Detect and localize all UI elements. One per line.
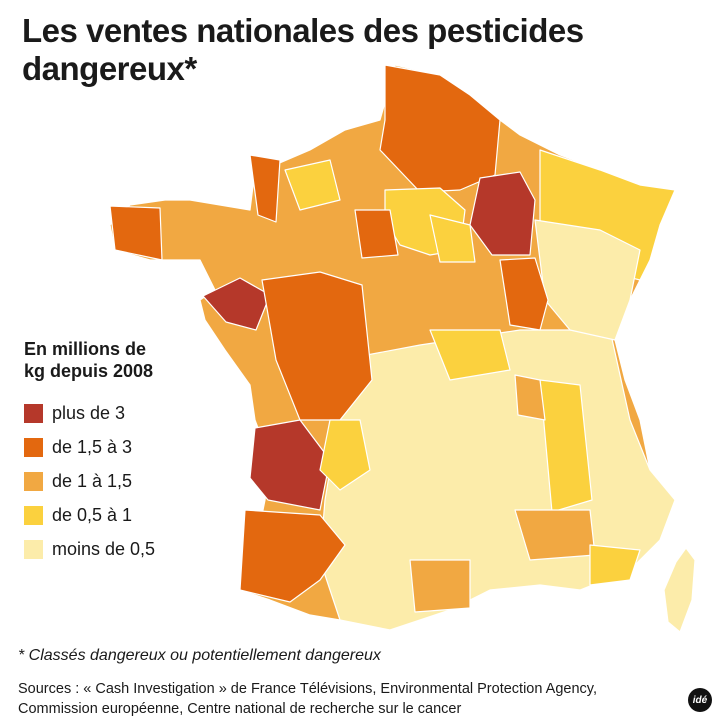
- region-dordogne-yellow: [319, 419, 371, 491]
- legend-swatch: [24, 539, 43, 559]
- map-title: Les ventes nationales des pesticides dan…: [22, 12, 584, 87]
- legend-item: de 0,5 à 1: [24, 498, 164, 532]
- legend-item: plus de 3: [24, 396, 164, 430]
- legend-item: de 1 à 1,5: [24, 464, 164, 498]
- region-gironde: [249, 419, 331, 511]
- legend-label: de 0,5 à 1: [52, 504, 133, 525]
- region-landes: [239, 509, 346, 603]
- legend-label: plus de 3: [52, 402, 126, 423]
- region-loiret: [429, 214, 476, 263]
- region-manche: [249, 154, 281, 223]
- region-normandie-yellow: [284, 159, 341, 211]
- region-bourgogne: [429, 329, 511, 381]
- region-vendee: [202, 277, 271, 331]
- ide-logo: idé: [688, 688, 712, 712]
- region-rhone: [514, 374, 546, 421]
- legend: En millions de kg depuis 2008 plus de 3 …: [24, 338, 164, 566]
- region-var: [589, 544, 641, 586]
- region-herault: [409, 559, 471, 613]
- region-centre-west: [261, 271, 373, 421]
- sources: Sources : « Cash Investigation » de Fran…: [18, 681, 597, 717]
- legend-label: moins de 0,5: [52, 538, 156, 559]
- legend-swatch: [24, 403, 43, 423]
- footnote: * Classés dangereux ou potentiellement d…: [18, 647, 381, 664]
- legend-item: de 1,5 à 3: [24, 430, 164, 464]
- region-east-pale: [534, 219, 641, 341]
- region-eure-et-loir: [354, 209, 399, 259]
- legend-item: moins de 0,5: [24, 532, 164, 566]
- legend-title: En millions de kg depuis 2008: [24, 339, 154, 381]
- region-nord: [379, 64, 501, 193]
- legend-swatch: [24, 505, 43, 525]
- region-bourgogne-east: [499, 257, 549, 331]
- legend-label: de 1 à 1,5: [52, 470, 133, 491]
- legend-label: de 1,5 à 3: [52, 436, 133, 457]
- region-alps: [539, 379, 593, 513]
- region-corsica: [663, 547, 696, 633]
- legend-swatch: [24, 471, 43, 491]
- region-finistere: [109, 205, 163, 261]
- legend-swatch: [24, 437, 43, 457]
